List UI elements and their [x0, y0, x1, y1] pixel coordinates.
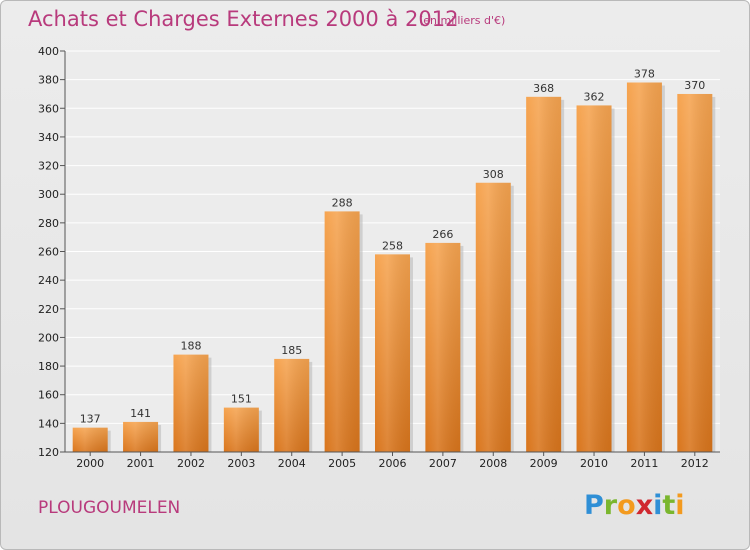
logo-letter: i	[675, 490, 685, 521]
bar-highlight	[274, 358, 310, 452]
bar-highlight	[223, 407, 259, 452]
logo-letter: x	[635, 490, 654, 521]
x-tick-label: 2005	[328, 457, 356, 470]
logo-letter: P	[584, 490, 604, 521]
logo-letter: o	[617, 490, 636, 521]
y-tick-label: 300	[38, 188, 59, 201]
chart-title: Achats et Charges Externes 2000 à 2012	[28, 7, 459, 31]
data-label: 368	[533, 82, 554, 95]
y-tick-label: 160	[38, 389, 59, 402]
logo-letter: r	[603, 490, 618, 521]
y-tick-label: 260	[38, 246, 59, 259]
bar-highlight	[526, 96, 562, 452]
x-tick-label: 2007	[429, 457, 457, 470]
data-label: 266	[432, 228, 453, 241]
x-tick-label: 2006	[379, 457, 407, 470]
x-tick-label: 2004	[278, 457, 306, 470]
y-tick-label: 120	[38, 446, 59, 459]
bar-highlight	[324, 211, 360, 452]
y-tick-label: 220	[38, 303, 59, 316]
y-tick-label: 180	[38, 360, 59, 373]
data-label: 258	[382, 239, 403, 252]
bar-highlight	[173, 354, 209, 452]
bar-highlight	[123, 421, 159, 452]
x-tick-label: 2008	[479, 457, 507, 470]
bar-highlight	[576, 105, 612, 453]
data-label: 370	[684, 79, 705, 92]
bar-highlight	[425, 242, 461, 452]
y-tick-label: 380	[38, 74, 59, 87]
x-tick-label: 2001	[127, 457, 155, 470]
bar-highlight	[677, 93, 713, 452]
y-tick-label: 340	[38, 131, 59, 144]
data-label: 137	[80, 413, 101, 426]
y-tick-label: 140	[38, 417, 59, 430]
data-label: 141	[130, 407, 151, 420]
bar-highlight	[626, 82, 662, 452]
data-label: 362	[584, 90, 605, 103]
chart-subtitle: (en milliers d'€)	[419, 14, 506, 27]
bar-highlight	[375, 254, 410, 452]
plot-area: 120 140 160 180 200 220 240 260 280 300 320 340 360 3…	[38, 45, 720, 470]
y-tick-label: 280	[38, 217, 59, 230]
y-tick-label: 400	[38, 45, 59, 58]
bar-highlight	[72, 427, 108, 452]
logo-letter: i	[653, 490, 663, 521]
y-tick-label: 240	[38, 274, 59, 287]
x-tick-label: 2003	[227, 457, 255, 470]
bar-highlight	[475, 182, 511, 452]
x-tick-label: 2002	[177, 457, 205, 470]
x-tick-label: 2000	[76, 457, 104, 470]
data-label: 308	[483, 168, 504, 181]
y-tick-label: 200	[38, 331, 59, 344]
x-tick-label: 2010	[580, 457, 608, 470]
data-label: 188	[180, 340, 201, 353]
data-label: 185	[281, 344, 302, 357]
data-label: 288	[332, 196, 353, 209]
x-tick-label: 2012	[681, 457, 709, 470]
data-label: 151	[231, 393, 252, 406]
data-label: 378	[634, 68, 655, 81]
logo-letter: t	[662, 490, 676, 521]
y-tick-label: 320	[38, 160, 59, 173]
x-tick-label: 2009	[530, 457, 558, 470]
proxiti-logo: Proxiti	[584, 490, 685, 521]
location-label: PLOUGOUMELEN	[38, 498, 181, 518]
y-tick-label: 360	[38, 102, 59, 115]
x-tick-label: 2011	[630, 457, 658, 470]
